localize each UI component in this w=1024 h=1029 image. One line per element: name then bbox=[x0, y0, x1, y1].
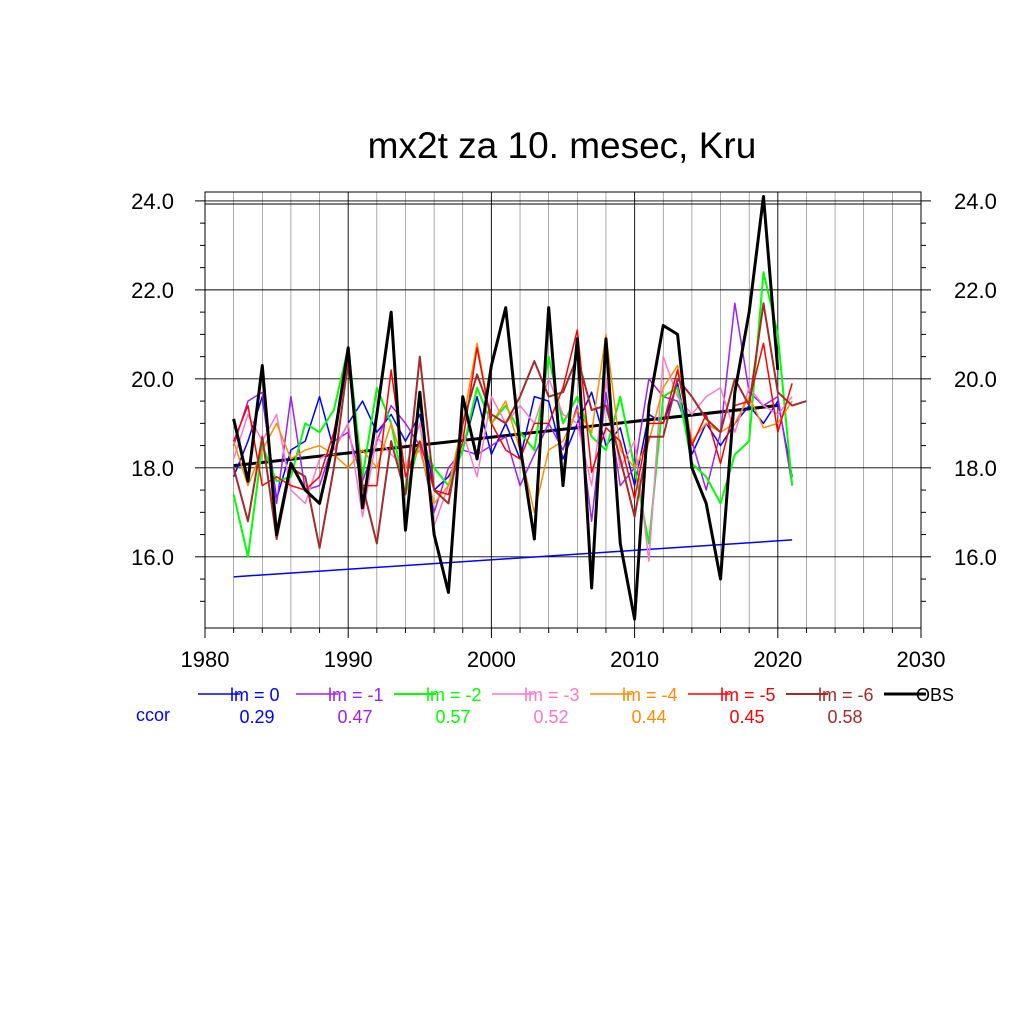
y-tick-label-right: 20.0 bbox=[954, 367, 997, 392]
trend-line bbox=[233, 539, 793, 578]
y-tick-label-left: 20.0 bbox=[131, 367, 174, 392]
series-line-7 bbox=[232, 194, 780, 621]
x-tick-label: 2010 bbox=[610, 647, 659, 672]
y-tick-label-right: 22.0 bbox=[954, 278, 997, 303]
axes: 1980 1990 2000 2010 2020 2030 16.0 16.0 18.0 18.0… bbox=[131, 189, 997, 672]
series-line-5 bbox=[232, 329, 793, 500]
series-line-2 bbox=[232, 271, 794, 558]
y-tick-label-left: 16.0 bbox=[131, 545, 174, 570]
legend-label: lm = -1 bbox=[328, 685, 384, 705]
legend-ccor-value: 0.47 bbox=[337, 707, 372, 727]
y-tick-label-right: 18.0 bbox=[954, 456, 997, 481]
ccor-label: ccor bbox=[136, 705, 170, 725]
grid bbox=[205, 192, 921, 628]
legend-label: lm = -6 bbox=[818, 685, 874, 705]
y-tick-label-right: 16.0 bbox=[954, 545, 997, 570]
legend-label: OBS bbox=[916, 685, 954, 705]
legend-label: lm = -3 bbox=[524, 685, 580, 705]
legend-ccor-value: 0.57 bbox=[435, 707, 470, 727]
series-line-6 bbox=[232, 302, 807, 549]
legend-ccor-value: 0.52 bbox=[533, 707, 568, 727]
x-tick-label: 2020 bbox=[753, 647, 802, 672]
x-tick-label: 1990 bbox=[324, 647, 373, 672]
legend-ccor-value: 0.44 bbox=[631, 707, 666, 727]
series-lines bbox=[232, 194, 807, 621]
legend-label: lm = -5 bbox=[720, 685, 776, 705]
legend-ccor-value: 0.45 bbox=[729, 707, 764, 727]
chart-title: mx2t za 10. mesec, Kru bbox=[368, 125, 757, 166]
legend-label: lm = -2 bbox=[426, 685, 482, 705]
y-tick-label-left: 24.0 bbox=[131, 189, 174, 214]
y-tick-label-right: 24.0 bbox=[954, 189, 997, 214]
legend-ccor-value: 0.58 bbox=[827, 707, 862, 727]
legend-label: lm = -4 bbox=[622, 685, 678, 705]
legend-ccor-value: 0.29 bbox=[239, 707, 274, 727]
y-tick-label-left: 18.0 bbox=[131, 456, 174, 481]
x-tick-label: 1980 bbox=[181, 647, 230, 672]
series-line-4 bbox=[232, 333, 793, 514]
x-tick-label: 2000 bbox=[467, 647, 516, 672]
x-tick-label: 2030 bbox=[897, 647, 946, 672]
plot-frame bbox=[204, 191, 922, 629]
series-line-1 bbox=[232, 302, 793, 522]
y-tick-label-left: 22.0 bbox=[131, 278, 174, 303]
legend-label: lm = 0 bbox=[230, 685, 280, 705]
series-line-0 bbox=[232, 382, 793, 500]
